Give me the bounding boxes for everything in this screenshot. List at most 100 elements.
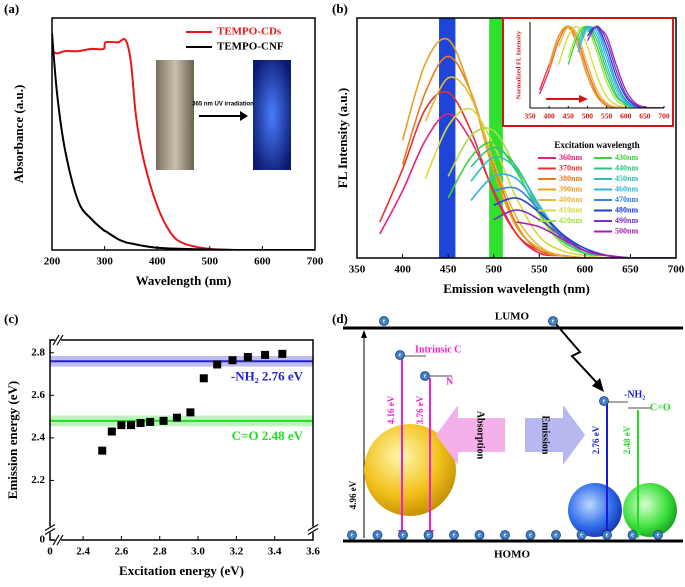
legend-label: 370nm — [559, 163, 582, 172]
axis-break — [44, 527, 56, 536]
axis-break-gap — [46, 526, 54, 533]
data-point — [199, 374, 208, 383]
line-series — [379, 90, 676, 258]
level-label: N — [446, 376, 454, 387]
highlight-band — [439, 18, 456, 258]
electron-label: e — [606, 532, 609, 538]
legend-label: 460nm — [615, 184, 638, 193]
x-axis-label: Excitation energy (eV) — [119, 563, 244, 578]
electron-label: e — [552, 318, 555, 324]
line-series — [470, 146, 676, 258]
electron-label: e — [603, 398, 606, 404]
legend-label: 480nm — [615, 205, 638, 214]
electron-label: e — [529, 532, 532, 538]
electron — [602, 530, 612, 540]
axis-break-gap — [55, 536, 61, 544]
electron — [398, 530, 408, 540]
electron-label: e — [376, 532, 379, 538]
x-tick-label: 400 — [394, 264, 411, 276]
plot-frame — [49, 339, 314, 541]
process-label: Emission — [540, 416, 551, 455]
x-tick-label: 600 — [620, 112, 632, 121]
x-tick-label: 3.0 — [191, 546, 205, 558]
electron — [548, 316, 558, 326]
electron-label: e — [427, 532, 430, 538]
x-tick-label: 350 — [524, 112, 536, 121]
x-tick-label: 600 — [577, 264, 594, 276]
electron — [395, 350, 405, 360]
inset-line — [558, 25, 664, 108]
energy-label: 3.76 eV — [415, 395, 425, 424]
electron — [474, 530, 485, 540]
diagram: LUMO HOMO 4.96 eV 4.16 eV 3.76 eV Intrin… — [343, 311, 683, 561]
axis-break — [56, 334, 64, 346]
x-tick-label: 400 — [149, 256, 166, 268]
data-point — [172, 413, 181, 422]
x-tick-label: 3.6 — [306, 546, 320, 558]
x-tick-label: 300 — [96, 256, 113, 268]
axis-break — [44, 523, 56, 532]
emission-big-arrow — [525, 405, 585, 465]
axis-break — [52, 334, 60, 346]
line-series — [401, 55, 676, 258]
electron-label: e — [383, 318, 386, 324]
x-tick-label: 700 — [307, 256, 324, 268]
group-label: C=O — [650, 402, 671, 413]
data-point — [278, 349, 287, 358]
electron-label: e — [424, 373, 427, 379]
electron — [500, 530, 510, 540]
data-point — [98, 446, 107, 455]
inset-line — [577, 26, 664, 108]
data-point — [228, 356, 237, 365]
axis-break — [56, 534, 64, 546]
electron-label: e — [657, 532, 660, 538]
x-tick-label: 600 — [254, 256, 271, 268]
x-tick-label: 700 — [658, 112, 670, 121]
legend-label: 360nm — [559, 153, 582, 162]
electron — [379, 316, 389, 326]
line-series — [447, 141, 676, 258]
y-axis-label: Emission energy (eV) — [5, 381, 20, 499]
energy-label: 2.76 eV — [591, 425, 601, 454]
photo-vial-glow — [253, 60, 291, 170]
data-point — [186, 408, 195, 417]
x-tick-label: 700 — [668, 264, 685, 276]
annotation: 365 nm UV irradiation — [192, 102, 254, 108]
cd-sphere — [364, 424, 456, 516]
plot-frame — [51, 17, 316, 251]
x-tick-label: 3.2 — [229, 546, 243, 558]
legend-label: TEMPO-CNF — [217, 41, 284, 53]
electron — [653, 530, 663, 540]
y-tick-label: 2.4 — [31, 431, 45, 443]
x-tick-label: 550 — [531, 264, 548, 276]
inset-line — [567, 25, 664, 108]
data-point — [159, 416, 168, 425]
group-label: -NH₂ — [624, 389, 645, 400]
process-label: Absorption — [475, 411, 486, 460]
legend-label: 390nm — [559, 184, 582, 193]
x-tick-label: 450 — [440, 264, 457, 276]
legend-label: 440nm — [615, 163, 638, 172]
electron-label: e — [504, 532, 507, 538]
data-point — [107, 427, 116, 436]
line-series — [424, 76, 676, 258]
y-tick-label: 2.2 — [31, 474, 45, 486]
y-tick-label: 2.8 — [31, 346, 45, 358]
x-tick-label: 200 — [44, 256, 61, 268]
inset-line — [586, 26, 664, 108]
data-point — [117, 421, 126, 430]
electron — [627, 530, 638, 540]
data-point — [243, 353, 252, 362]
x-tick-label: 0 — [47, 546, 53, 558]
electron — [551, 530, 561, 540]
axis-break — [307, 527, 319, 536]
axis-break-gap — [309, 526, 317, 533]
x-tick-label: 650 — [639, 112, 651, 121]
energy-label: 2.48 eV — [622, 425, 632, 454]
y-tick-label: 2.6 — [31, 389, 45, 401]
electron — [423, 530, 434, 540]
x-tick-label: 2.4 — [76, 546, 90, 558]
x-tick-label: 500 — [582, 112, 594, 121]
axis-break-gap — [55, 336, 61, 344]
